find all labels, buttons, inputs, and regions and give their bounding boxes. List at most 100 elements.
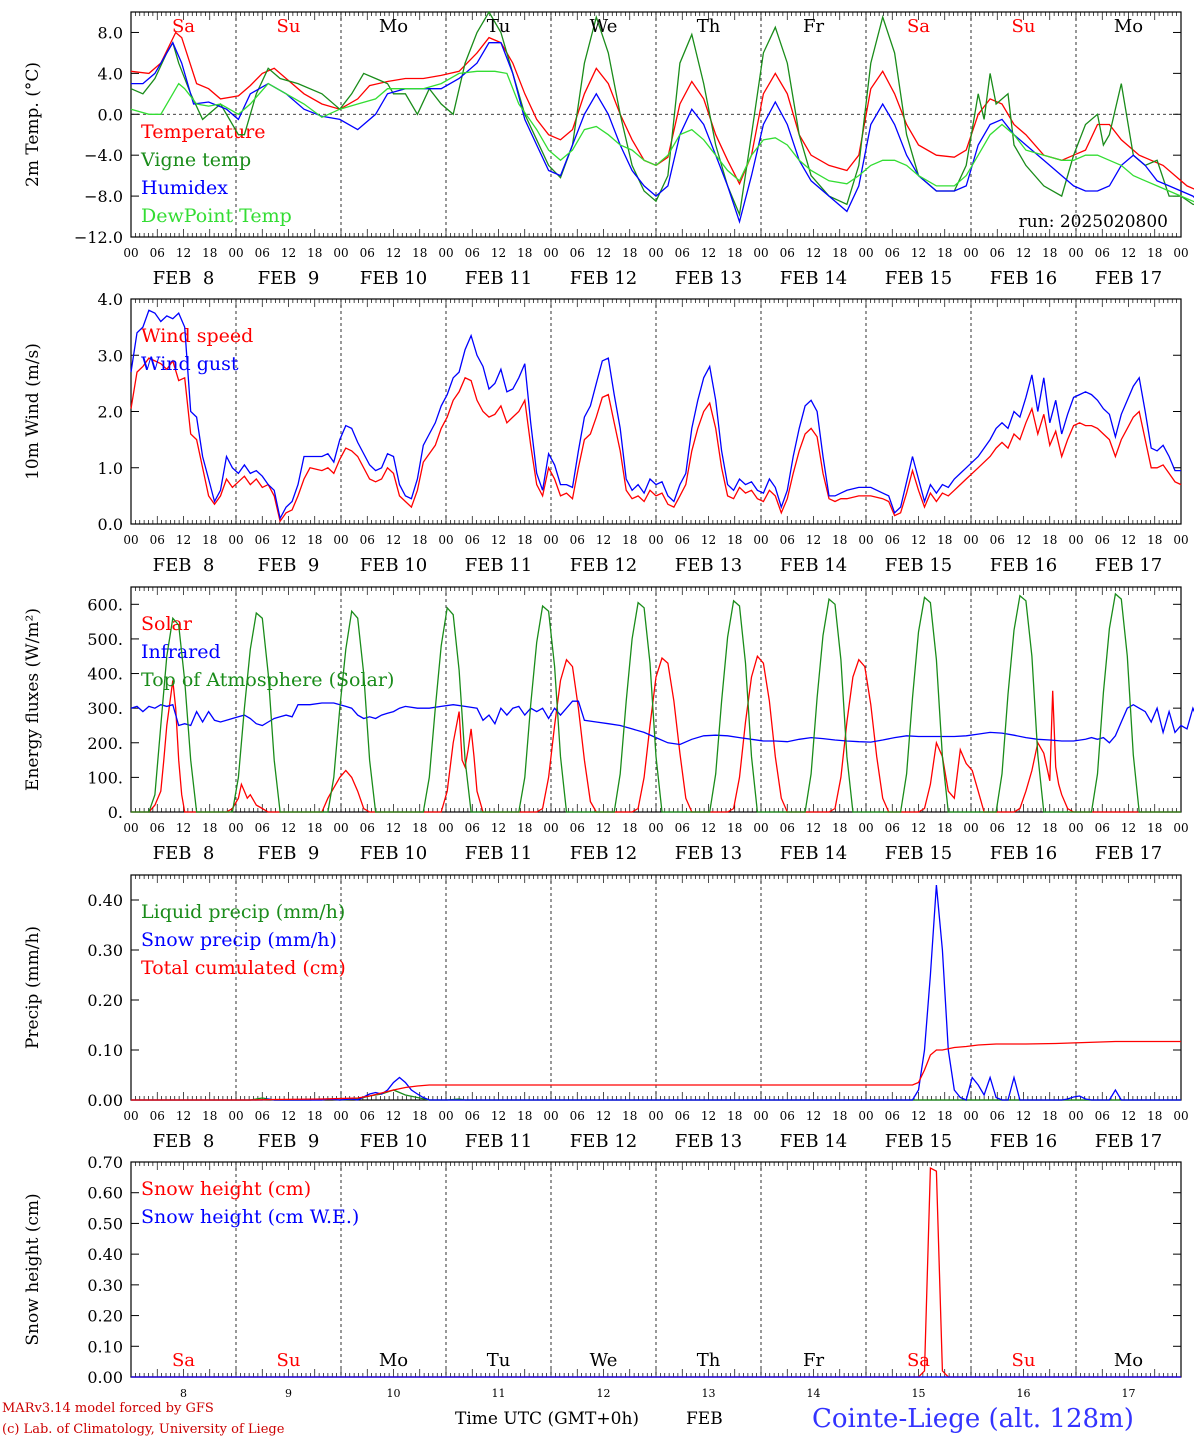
legend-entry: Wind speed (141, 325, 253, 347)
date-label: FEB 8 (153, 843, 215, 864)
hour-label: 12 (491, 821, 506, 835)
series-line-light_green (130, 70, 1194, 203)
date-label: FEB 16 (990, 843, 1057, 864)
hour-label: 00 (753, 821, 768, 835)
day-number: 13 (702, 1387, 716, 1400)
hour-label: 12 (386, 246, 401, 260)
hour-label: 06 (885, 533, 900, 547)
hour-label: 00 (438, 821, 453, 835)
hour-label: 12 (701, 1109, 716, 1123)
date-label: FEB 8 (153, 555, 215, 576)
hour-label: 12 (596, 246, 611, 260)
y-tick-label: 0.20 (87, 1307, 123, 1326)
day-name-top: We (590, 16, 618, 37)
hour-label: 18 (1042, 533, 1057, 547)
hour-label: 12 (1016, 1109, 1031, 1123)
day-name-bottom: Mo (1114, 1350, 1143, 1371)
footer-lab-credit: (c) Lab. of Climatology, University of L… (2, 1422, 285, 1437)
hour-label: 12 (386, 1109, 401, 1123)
date-label: FEB 13 (675, 268, 742, 289)
hour-label: 06 (465, 821, 480, 835)
y-tick-label: 0.50 (87, 1214, 123, 1233)
hour-label: 18 (517, 1109, 532, 1123)
hour-label: 12 (806, 246, 821, 260)
date-label: FEB 12 (570, 1131, 637, 1152)
hour-label: 00 (1068, 533, 1083, 547)
hour-label: 18 (307, 246, 322, 260)
date-label: FEB 12 (570, 843, 637, 864)
hour-label: 06 (780, 533, 795, 547)
hour-label: 18 (727, 246, 742, 260)
legend-entry: Snow precip (mm/h) (141, 929, 337, 951)
series-line-blue (130, 309, 1181, 521)
panel-4: 0.00 0.10 0.20 0.30 0.40 Precip (mm/h) Liquid … (23, 874, 1189, 1152)
y-tick-label: 0.70 (87, 1153, 123, 1172)
legend-entry: Solar (141, 613, 193, 635)
hour-label: 00 (123, 821, 138, 835)
hour-label-end: 00 (1173, 821, 1188, 835)
hour-label: 18 (202, 533, 217, 547)
y-tick-label: −4.0 (84, 146, 123, 165)
series-line-green (130, 10, 1194, 217)
hour-label: 00 (858, 533, 873, 547)
hour-label: 00 (858, 246, 873, 260)
hour-label: 18 (412, 246, 427, 260)
date-label: FEB 12 (570, 555, 637, 576)
series-line-blue (130, 700, 1194, 746)
y-tick-label: 300. (87, 699, 123, 718)
hour-label-end: 00 (1173, 533, 1188, 547)
hour-label: 06 (990, 533, 1005, 547)
y-tick-label: 0.30 (87, 1276, 123, 1295)
hour-label: 06 (255, 1109, 270, 1123)
series-line-red (131, 1167, 1181, 1378)
legend-entry: Total cumulated (cm) (141, 957, 346, 979)
hour-label: 12 (596, 821, 611, 835)
hour-label: 06 (885, 1109, 900, 1123)
hour-label: 06 (675, 246, 690, 260)
hour-label: 00 (648, 821, 663, 835)
y-tick-label: 0.40 (87, 1245, 123, 1264)
y-tick-label: 400. (87, 665, 123, 684)
hour-label: 12 (701, 246, 716, 260)
date-label: FEB 15 (885, 1131, 952, 1152)
y-tick-label: 500. (87, 630, 123, 649)
y-tick-label: 3.0 (98, 346, 123, 365)
hour-label: 18 (412, 821, 427, 835)
day-name-bottom: Sa (907, 1350, 930, 1371)
hour-label: 12 (806, 821, 821, 835)
day-name-bottom: Tu (487, 1350, 511, 1371)
date-label: FEB 11 (465, 843, 532, 864)
plot-frame (130, 11, 1182, 238)
day-name-top: Fr (803, 16, 824, 37)
hour-label: 12 (491, 1109, 506, 1123)
panel-5: 0.00 0.10 0.20 0.30 0.40 0.50 0.60 0.70 Snow hei… (23, 1153, 1182, 1400)
hour-label: 06 (360, 821, 375, 835)
hour-label: 12 (281, 246, 296, 260)
date-label: FEB 9 (258, 843, 320, 864)
series-line-red (131, 1040, 1181, 1101)
date-label: FEB 17 (1095, 555, 1162, 576)
y-axis-label: Snow height (cm) (23, 1193, 43, 1345)
hour-label: 12 (1016, 821, 1031, 835)
hour-label: 00 (438, 1109, 453, 1123)
hour-label: 00 (228, 246, 243, 260)
hour-label-end: 00 (1173, 246, 1188, 260)
day-number: 14 (807, 1387, 821, 1400)
y-axis-label: Energy fluxes (W/m²) (23, 608, 43, 791)
hour-label: 12 (701, 821, 716, 835)
y-axis-label: 10m Wind (m/s) (23, 343, 43, 480)
day-name-top: Tu (487, 16, 511, 37)
legend-entry: Infrared (141, 641, 221, 663)
hour-label: 06 (570, 821, 585, 835)
y-axis-label: Precip (mm/h) (23, 926, 43, 1049)
hour-label: 18 (307, 821, 322, 835)
day-number: 12 (597, 1387, 611, 1400)
date-label: FEB 8 (153, 1131, 215, 1152)
legend-entry: Wind gust (141, 353, 239, 375)
hour-label: 18 (517, 533, 532, 547)
hour-label: 06 (780, 821, 795, 835)
station-name: Cointe-Liege (alt. 128m) (812, 1404, 1134, 1434)
date-label: FEB 9 (258, 1131, 320, 1152)
hour-label: 06 (885, 246, 900, 260)
